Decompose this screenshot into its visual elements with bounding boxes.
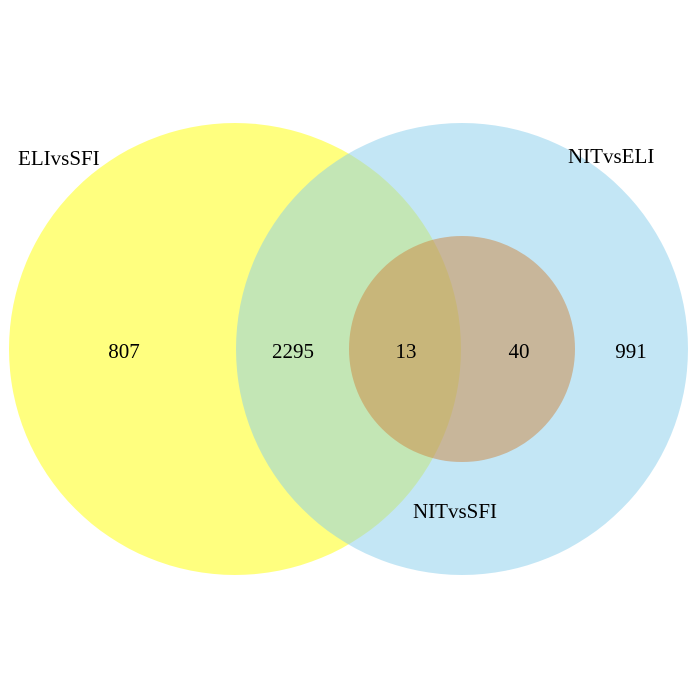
set-label-elivssfi: ELIvsSFI bbox=[18, 146, 100, 170]
region-count-nitvseli-only: 991 bbox=[615, 339, 647, 363]
set-label-nitvseli: NITvsELI bbox=[568, 144, 654, 168]
region-count-all-three: 13 bbox=[396, 339, 417, 363]
region-count-elivssfi-nitvseli: 2295 bbox=[272, 339, 314, 363]
set-circle-nitvssfi bbox=[349, 236, 575, 462]
set-label-nitvssfi: NITvsSFI bbox=[413, 499, 497, 523]
region-count-nitvseli-nitvssfi: 40 bbox=[509, 339, 530, 363]
region-count-elivssfi-only: 807 bbox=[108, 339, 140, 363]
